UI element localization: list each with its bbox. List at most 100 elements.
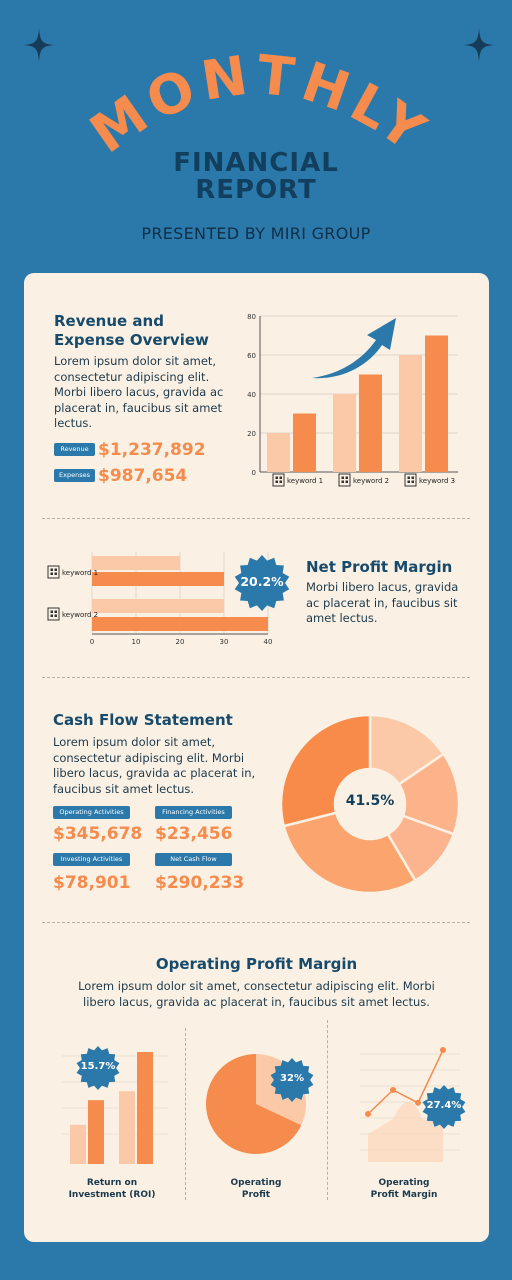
revenue-title-line1: Revenue and: [54, 312, 164, 330]
revenue-label-pill: Revenue: [54, 443, 95, 456]
line-point: [415, 1099, 421, 1106]
title-financial: FINANCIAL: [173, 148, 339, 178]
y-tick-label: 80: [247, 313, 256, 321]
bar: [92, 599, 224, 613]
revenue-expense-bar-chart: 0 20 40 60 80 keyword 1 keyword 2 keyword 3: [247, 313, 458, 487]
donut-hole: [336, 770, 404, 838]
bar: [399, 355, 422, 472]
operating-margin-body: Lorem ipsum dolor sit amet, consectetur …: [78, 979, 435, 1009]
x-tick-label: 0: [90, 638, 94, 646]
y-tick-label: keyword 2: [62, 611, 98, 619]
y-tick-label: 0: [252, 469, 256, 477]
roi-caption-line2: Investment (ROI): [68, 1190, 156, 1200]
monthly-arc-title: MONTHLY: [79, 43, 435, 167]
badge-burst-icon: [270, 1058, 314, 1102]
column-divider: [327, 1020, 328, 1200]
roi-caption-line1: Return on: [86, 1178, 138, 1188]
operating-margin-caption: Operating Profit Margin: [344, 1177, 464, 1201]
section-divider: [42, 922, 470, 923]
badge-burst-icon: [422, 1085, 466, 1129]
net-cash-flow-pill: Net Cash Flow: [155, 853, 232, 866]
net-cash-flow-value: $290,233: [155, 873, 245, 893]
revenue-body: Lorem ipsum dolor sit amet, consectetur …: [54, 354, 224, 430]
badge-burst-icon: [234, 555, 290, 611]
op-caption-line2: Profit: [241, 1190, 271, 1200]
opm-caption-line1: Operating: [378, 1178, 430, 1188]
bar: [359, 374, 382, 472]
y-tick-label: 60: [247, 352, 256, 360]
building-icon: [338, 473, 351, 487]
badge-burst-icon: [76, 1046, 120, 1090]
y-tick-label: 40: [247, 391, 256, 399]
bar: [425, 335, 448, 472]
section-divider: [42, 518, 470, 519]
financing-activities-pill: Financing Activities: [155, 806, 232, 819]
area-fill: [368, 1101, 443, 1162]
investing-activities-value: $78,901: [53, 873, 131, 893]
title-report: REPORT: [195, 175, 317, 205]
sparkle-star-icon: [464, 28, 494, 62]
operating-profit-badge: 32%: [270, 1058, 314, 1102]
expenses-value: $987,654: [98, 466, 188, 486]
net-profit-hbar-chart: 0 10 20 30 40 keyword 1 keyword 2: [47, 552, 273, 646]
net-profit-title: Net Profit Margin: [306, 558, 453, 576]
operating-margin-badge: 27.4%: [422, 1085, 466, 1129]
operating-margin-line-chart: [360, 1047, 460, 1162]
bar: [137, 1052, 153, 1164]
operating-margin-title: Operating Profit Margin: [155, 955, 358, 973]
building-icon: [272, 473, 285, 487]
bar: [267, 433, 290, 472]
opm-caption-line2: Profit Margin: [370, 1190, 438, 1200]
section-divider: [42, 677, 470, 678]
y-tick-label: keyword 1: [62, 569, 98, 577]
operating-margin-badge-text: 27.4%: [426, 1100, 462, 1111]
op-caption-line1: Operating: [230, 1178, 282, 1188]
investing-activities-pill: Investing Activities: [53, 853, 130, 866]
bar: [92, 572, 224, 586]
cash-flow-title: Cash Flow Statement: [53, 711, 233, 729]
revenue-title-line2: Expense Overview: [54, 331, 209, 349]
building-icon: [47, 565, 60, 579]
bar: [88, 1100, 104, 1164]
cash-flow-body: Lorem ipsum dolor sit amet, consectetur …: [53, 735, 256, 796]
bar: [293, 413, 316, 472]
x-tick-label: 30: [220, 638, 229, 646]
revenue-title: Revenue and Expense Overview: [54, 312, 244, 350]
line-point: [440, 1047, 446, 1053]
x-tick-label: 20: [176, 638, 185, 646]
line-point: [365, 1111, 371, 1117]
x-tick-label: keyword 2: [353, 477, 389, 485]
series-line: [367, 1049, 444, 1115]
bar: [119, 1091, 135, 1164]
building-icon: [47, 607, 60, 621]
donut-slice: [368, 714, 446, 787]
y-tick-label: 20: [247, 430, 256, 438]
operating-activities-pill: Operating Activities: [53, 806, 130, 819]
donut-center-label: 41.5%: [345, 793, 395, 809]
roi-bar-chart: [62, 1052, 168, 1164]
bar: [70, 1124, 86, 1164]
line-point: [390, 1087, 396, 1093]
x-tick-label: keyword 1: [287, 477, 323, 485]
donut-slice: [280, 714, 372, 828]
donut-slice: [282, 811, 418, 894]
roi-badge-text: 15.7%: [80, 1061, 116, 1072]
building-icon: [404, 473, 417, 487]
expenses-label-pill: Expenses: [54, 469, 95, 482]
roi-badge: 15.7%: [76, 1046, 120, 1090]
net-profit-badge: 20.2%: [234, 555, 290, 611]
roi-caption: Return on Investment (ROI): [52, 1177, 172, 1201]
x-tick-label: keyword 3: [419, 477, 455, 485]
financing-activities-value: $23,456: [155, 824, 233, 844]
sparkle-star-icon: [24, 28, 54, 62]
x-tick-label: 10: [132, 638, 141, 646]
x-tick-label: 40: [264, 638, 273, 646]
growth-arrow-icon: [312, 318, 396, 379]
operating-activities-value: $345,678: [53, 824, 143, 844]
bar: [92, 617, 268, 631]
bar: [333, 394, 356, 472]
net-profit-body: Morbi libero lacus, gravida ac placerat …: [306, 580, 459, 625]
bar: [92, 556, 180, 570]
net-profit-badge-text: 20.2%: [240, 574, 284, 589]
revenue-value: $1,237,892: [98, 440, 206, 460]
